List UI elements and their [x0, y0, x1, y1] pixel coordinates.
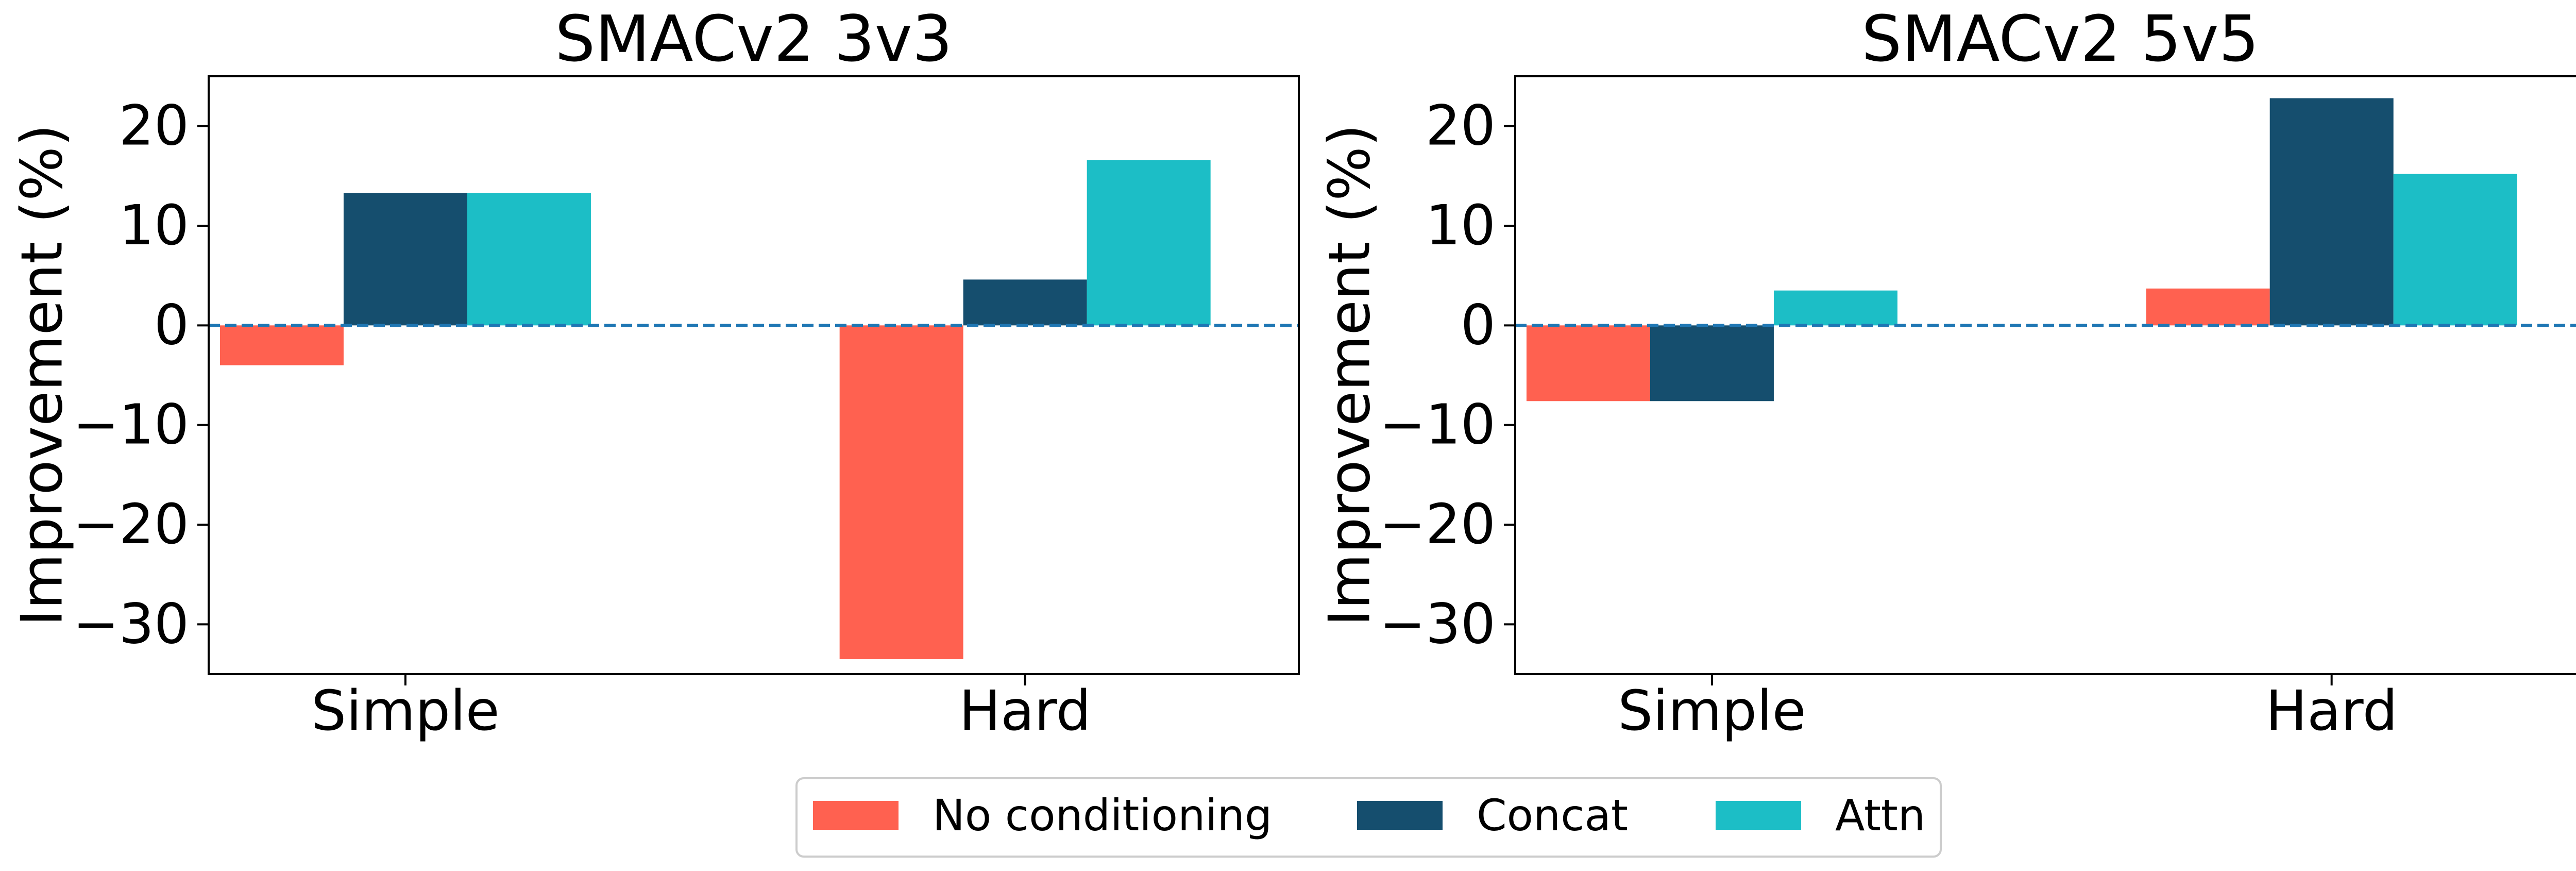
- y-tick-label: 0: [154, 293, 189, 357]
- bar-no-conditioning-hard: [839, 325, 963, 659]
- legend-label: Attn: [1835, 790, 1925, 841]
- legend-swatch: [813, 801, 899, 830]
- chart-panel-3v3: SMACv2 3v3 Improvement (%)−30 −20 −10 0 10 20 S…: [9, 3, 1300, 743]
- legend-entry-no-conditioning: No conditioning: [813, 790, 1272, 841]
- y-axis-label: Improvement (%): [9, 124, 76, 626]
- y-tick-label: 10: [1426, 194, 1496, 258]
- bar-attn-hard: [1087, 160, 1211, 326]
- legend: No conditioning Concat Attn: [795, 777, 1942, 858]
- y-tick-label: −20: [1379, 493, 1496, 557]
- plot-frame: [1514, 75, 2576, 675]
- y-tick-label: 20: [119, 94, 189, 158]
- legend-swatch: [1716, 801, 1801, 830]
- bar-attn-hard: [2393, 174, 2517, 326]
- y-tick-label: 20: [1426, 94, 1496, 158]
- chart-title: SMACv2 3v3: [555, 3, 953, 76]
- legend-label: No conditioning: [933, 790, 1272, 841]
- y-axis-label: Improvement (%): [1317, 124, 1383, 626]
- bar-attn-simple: [1773, 290, 1897, 326]
- legend-label: Concat: [1477, 790, 1628, 841]
- x-tick-label: Hard: [959, 679, 1091, 743]
- y-tick-label: −30: [73, 592, 189, 656]
- chart-title: SMACv2 5v5: [1861, 3, 2259, 76]
- x-tick-label: Simple: [311, 679, 499, 743]
- legend-entry-attn: Attn: [1716, 790, 1925, 841]
- bar-no-conditioning-simple: [1526, 325, 1650, 401]
- chart-panel-5v5: SMACv2 5v5 Improvement (%)−30 −20 −10 0 10 20 S…: [1317, 3, 2576, 743]
- bar-no-conditioning-simple: [219, 325, 344, 365]
- y-tick-label: 0: [1461, 293, 1496, 357]
- y-tick-label: −30: [1379, 592, 1496, 656]
- y-tick-label: −10: [1379, 393, 1496, 457]
- y-tick-label: 10: [119, 194, 189, 258]
- bar-concat-simple: [343, 193, 467, 326]
- legend-swatch: [1357, 801, 1443, 830]
- bar-concat-hard: [963, 279, 1087, 326]
- x-tick-label: Simple: [1618, 679, 1806, 743]
- bar-concat-hard: [2269, 98, 2394, 326]
- bar-attn-simple: [467, 193, 591, 326]
- bar-no-conditioning-hard: [2146, 288, 2270, 326]
- y-tick-label: −10: [73, 393, 189, 457]
- legend-entry-concat: Concat: [1357, 790, 1628, 841]
- plot-frame: [208, 75, 1300, 675]
- x-tick-label: Hard: [2266, 679, 2398, 743]
- bar-concat-simple: [1650, 325, 1774, 401]
- y-tick-label: −20: [73, 493, 189, 557]
